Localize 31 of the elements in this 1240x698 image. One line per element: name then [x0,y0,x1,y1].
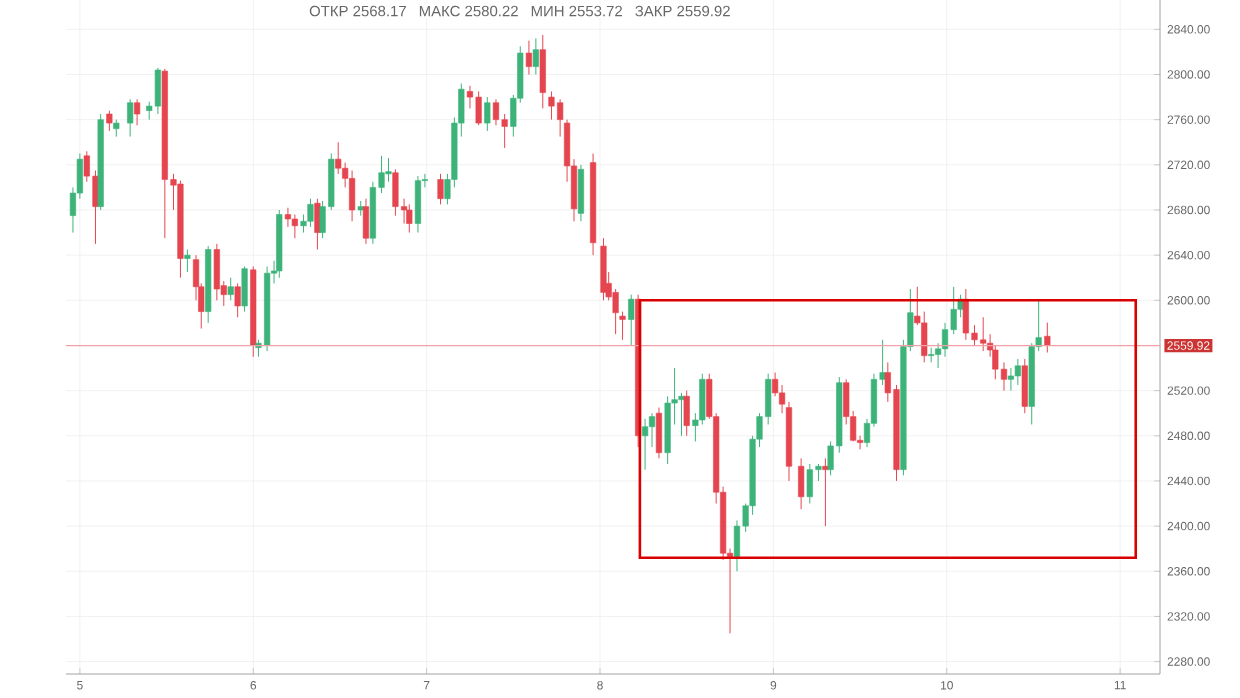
candlestick [1021,358,1028,414]
candlestick [532,37,539,76]
candlestick [414,175,422,234]
candlestick [213,243,220,301]
candlestick [406,203,413,234]
candlestick [1007,367,1014,392]
candlestick [154,67,161,115]
candlestick [475,90,482,126]
candlestick [134,98,141,126]
candlestick [291,214,298,239]
candlestick [628,294,635,346]
candlestick [349,169,356,222]
candlestick [106,110,113,132]
candlestick [539,34,546,109]
candlestick [437,173,444,205]
candlestick [642,418,649,471]
candlestick [492,98,500,126]
candlestick [1044,322,1051,354]
candlestick [127,98,134,138]
candlestick [525,40,532,76]
candlestick [307,198,314,228]
candlestick [184,249,191,273]
candlestick [234,282,241,318]
candlestick [1014,358,1021,386]
candlestick [241,265,248,313]
candlestick [577,164,585,222]
candlestick [484,96,491,132]
candlestick [655,407,663,459]
candlestick [227,277,234,301]
candlestick [798,457,805,510]
candlestick [600,237,607,301]
